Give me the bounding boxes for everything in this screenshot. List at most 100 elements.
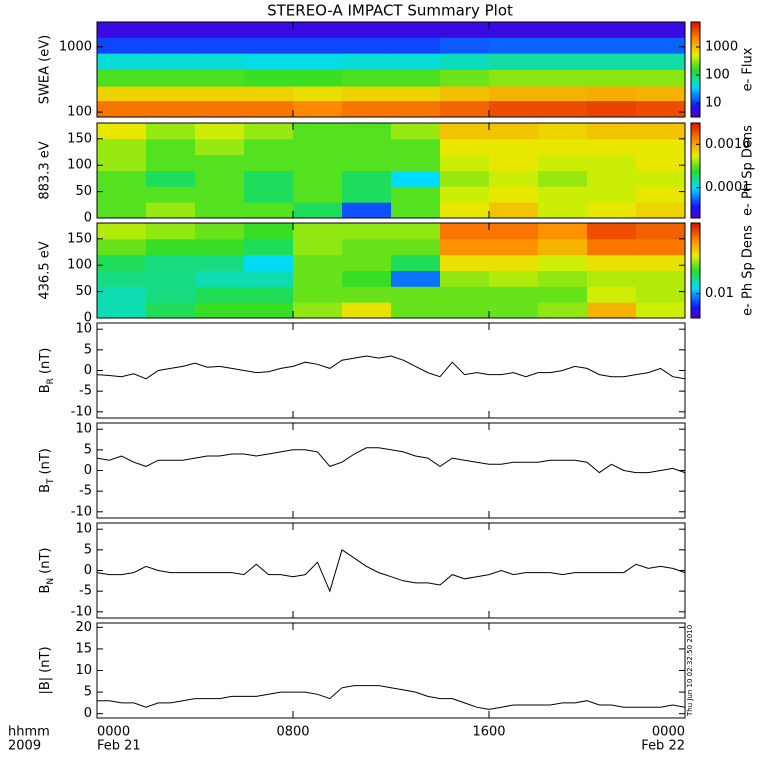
x-tick-label: 0800 (276, 725, 309, 740)
heatmap-cell (636, 186, 686, 203)
x-tick-label: 1600 (472, 725, 505, 740)
colorbar-swatch (691, 197, 700, 200)
heatmap-cell (244, 202, 294, 219)
heatmap-cell (342, 100, 392, 118)
heatmap-cell (293, 302, 343, 319)
heatmap-cell (244, 138, 294, 156)
colorbar-swatch (691, 194, 700, 197)
colorbar-swatch (691, 229, 700, 232)
colorbar-swatch (691, 216, 700, 219)
heatmap-cell (195, 100, 245, 118)
colorbar-swatch (691, 124, 700, 127)
heatmap-cell (636, 69, 686, 87)
heatmap-cell (636, 254, 686, 271)
heatmap-cell (538, 202, 588, 219)
colorbar-swatch (691, 314, 700, 317)
y-tick-label: 5 (84, 542, 92, 557)
panel-frame (96, 522, 686, 619)
heatmap-cell (293, 100, 343, 118)
colorbar-swatch (691, 41, 700, 44)
colorbar-swatch (691, 189, 700, 192)
line-series (96, 549, 686, 593)
heatmap-cell (293, 223, 343, 240)
heatmap-cell (636, 100, 686, 118)
heatmap-cell (146, 202, 196, 219)
colorbar-swatch (691, 299, 700, 302)
y-axis-label-main: |B| (38, 677, 53, 695)
heatmap-cell (97, 22, 147, 38)
colorbar-swatch (691, 36, 700, 39)
y-axis-label-main: B (38, 484, 53, 493)
heatmap-cell (293, 53, 343, 70)
colorbar-swatch (691, 109, 700, 112)
heatmap-cell (587, 86, 637, 102)
heatmap-cell (391, 138, 441, 156)
colorbar-swatch (691, 238, 700, 241)
heatmap-cell (97, 186, 147, 203)
colorbar-frame (690, 222, 701, 319)
panel: BN (nT) -10 -5 0 5 10 (38, 522, 686, 619)
colorbar-swatch (691, 80, 700, 83)
colorbar-swatch (691, 200, 700, 203)
colorbar-swatch (691, 187, 700, 190)
heatmap-cell (293, 186, 343, 203)
heatmap-cell (391, 286, 441, 303)
heatmap-cell (195, 154, 245, 171)
heatmap-cell (391, 223, 441, 240)
colorbar-swatch (691, 42, 700, 45)
heatmap-cell (538, 286, 588, 303)
heatmap-cell (97, 37, 147, 54)
colorbar-swatch (691, 272, 700, 275)
heatmap-cell (636, 223, 686, 240)
colorbar-swatch (691, 52, 700, 55)
heatmap-cell (195, 202, 245, 219)
heatmap-cell (489, 53, 539, 70)
panel-frame (96, 622, 686, 719)
heatmap-cell (195, 53, 245, 70)
colorbar-swatch (691, 115, 700, 118)
y-tick-label: 10 (75, 322, 92, 337)
heatmap-cell (146, 37, 196, 54)
heatmap-cell (440, 186, 490, 203)
colorbar-swatch (691, 142, 700, 145)
heatmap-cell (489, 286, 539, 303)
panel: |B| (nT) 0 5 10 15 20 (38, 620, 686, 721)
colorbar-swatch (691, 99, 700, 102)
colorbar-swatch (691, 251, 700, 254)
heatmap-cell (293, 254, 343, 271)
colorbar-swatch (691, 183, 700, 186)
y-tick-label: 5 (84, 442, 92, 457)
colorbar-frame (690, 21, 701, 118)
colorbar-swatch (691, 234, 700, 237)
colorbar-swatch (691, 102, 700, 105)
heatmap-cell (489, 238, 539, 256)
colorbar-swatch (691, 267, 700, 270)
heatmap-cell (146, 86, 196, 102)
heatmap-cell (391, 69, 441, 87)
colorbar-swatch (691, 249, 700, 252)
heatmap-cell (293, 69, 343, 87)
y-tick-label: 20 (75, 620, 92, 635)
heatmap-cell (146, 123, 196, 140)
colorbar-tick-label: 100 (705, 68, 730, 83)
heatmap-cell (538, 170, 588, 187)
heatmap-cell (293, 37, 343, 54)
heatmap-cell (342, 138, 392, 156)
colorbar-swatch (691, 156, 700, 159)
heatmap-cell (587, 254, 637, 271)
colorbar-swatch (691, 224, 700, 227)
heatmap-cell (489, 170, 539, 187)
colorbar-swatch (691, 159, 700, 162)
colorbar-swatch (691, 205, 700, 208)
y-axis-label: BN (nT) (38, 548, 56, 594)
y-tick-label: 50 (75, 284, 92, 299)
colorbar-swatch (691, 137, 700, 140)
heatmap-cell (97, 69, 147, 87)
y-axis-label-main: B (38, 585, 53, 594)
colorbar-swatch (691, 305, 700, 308)
colorbar-swatch (691, 93, 700, 96)
colorbar-swatch (691, 58, 700, 61)
heatmap-cell (538, 186, 588, 203)
heatmap-cell (440, 123, 490, 140)
